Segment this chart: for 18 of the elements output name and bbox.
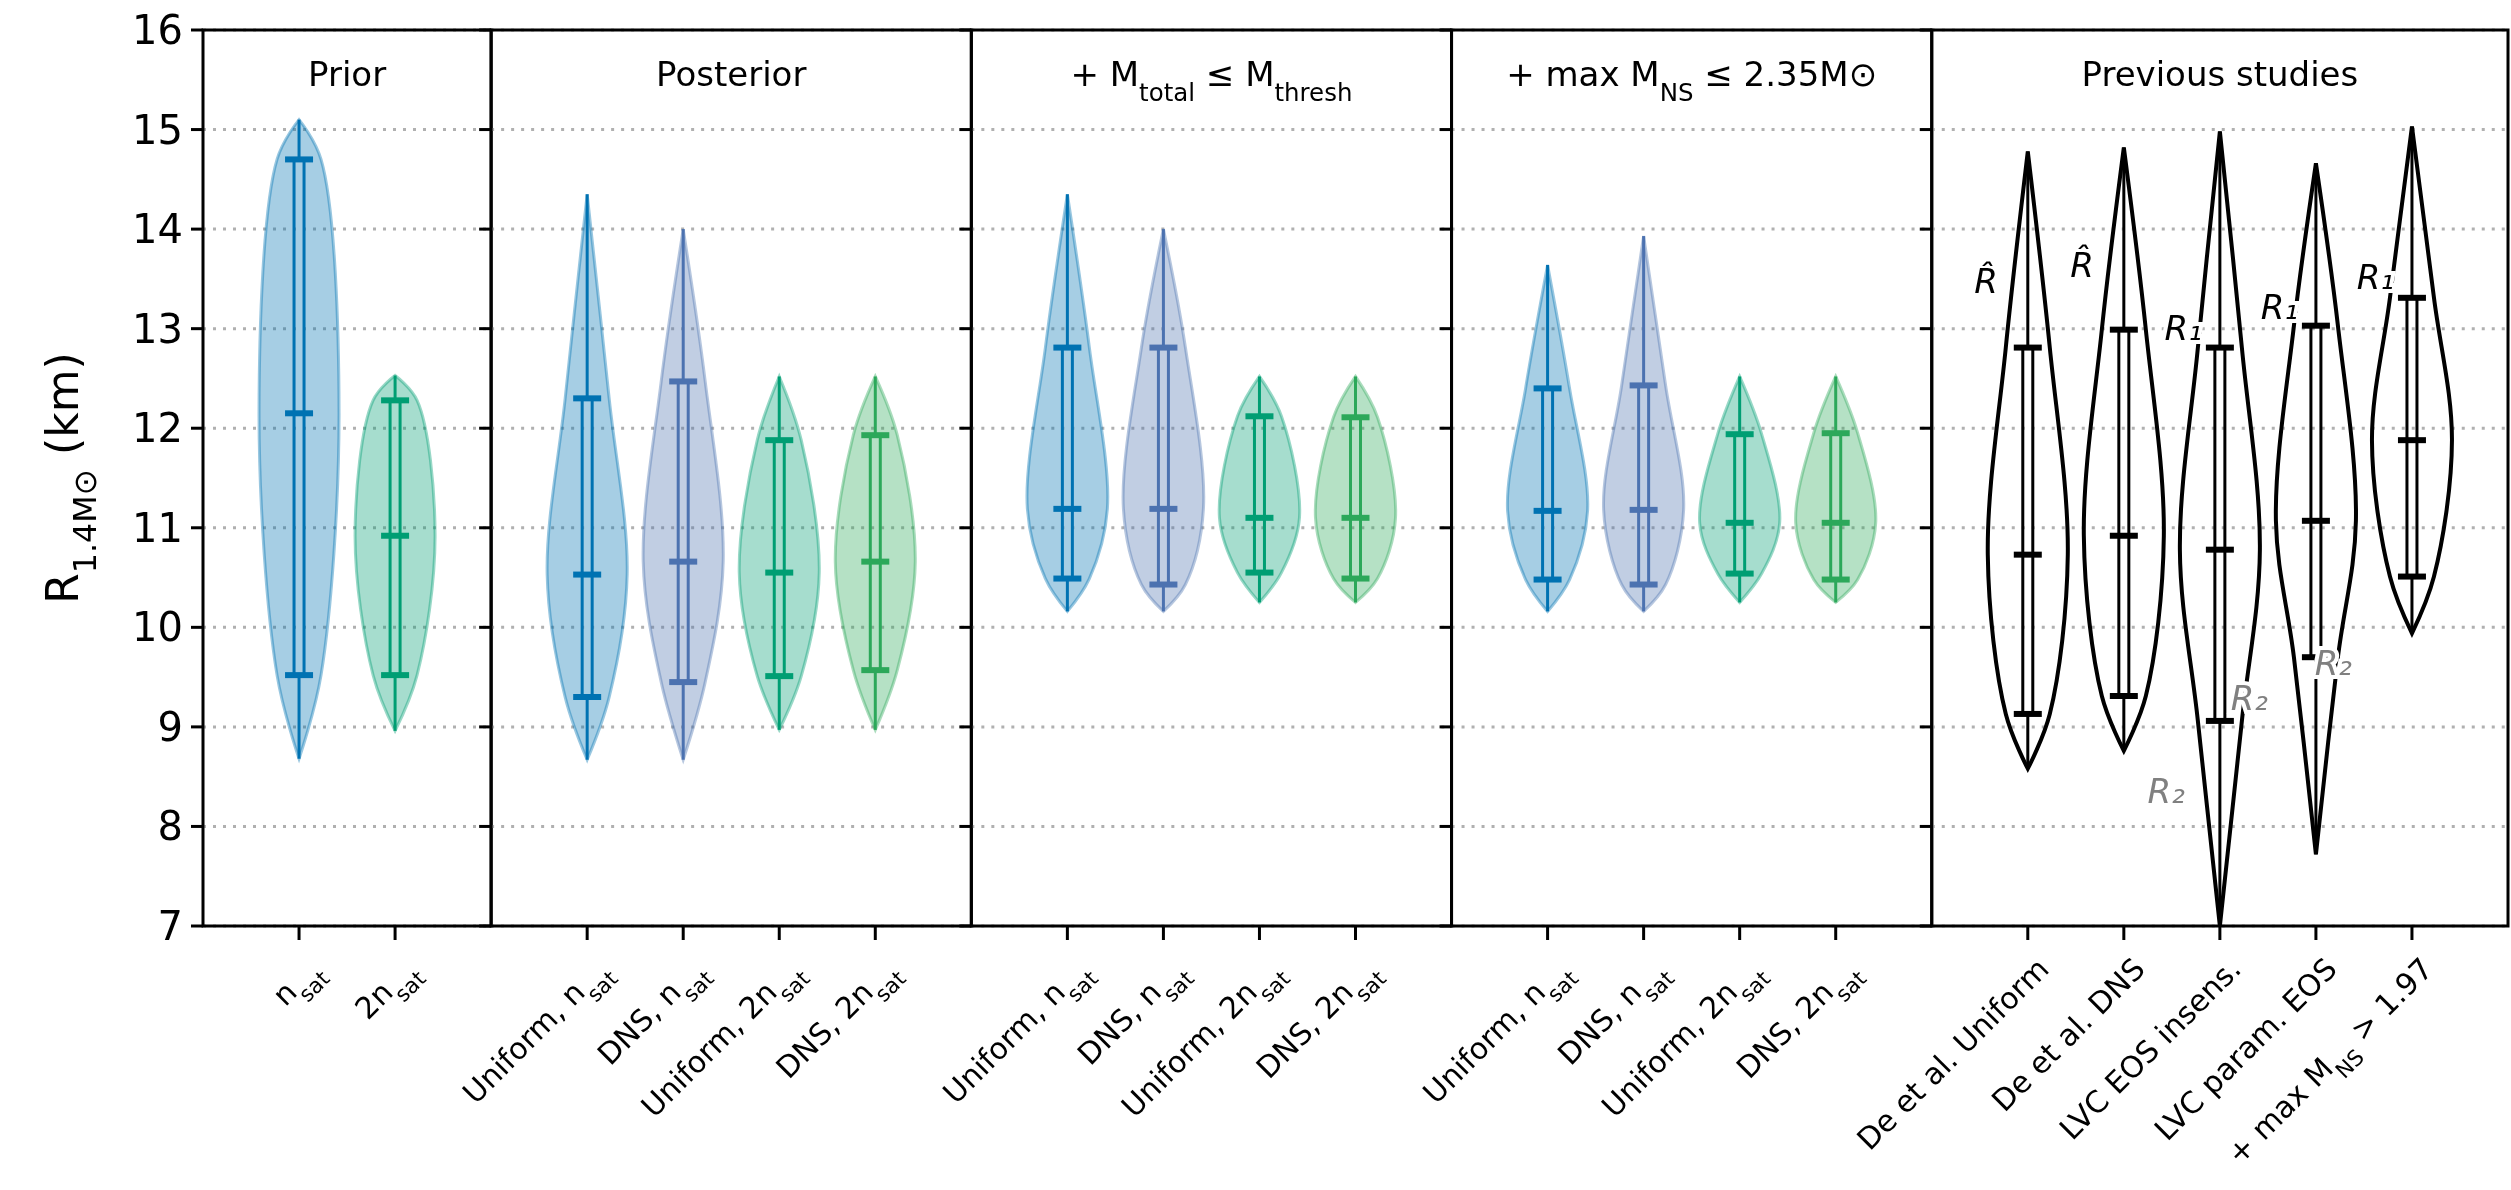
text: Posterior — [656, 54, 807, 94]
annotation: R̂ — [2070, 244, 2094, 285]
text: + max M$_{NS}$ ≤ 2.35M⊙ — [1506, 54, 1878, 107]
y-tick-label: 11 — [132, 504, 183, 551]
y-tick-label: 15 — [132, 106, 183, 153]
text: Prior — [308, 54, 387, 94]
y-tick-label: 16 — [132, 7, 183, 53]
annotation: R₂ — [2147, 770, 2186, 811]
y-tick-label: 9 — [157, 703, 183, 750]
text: Previous studies — [2081, 54, 2359, 94]
y-tick-label: 7 — [157, 903, 183, 949]
y-tick-label: 13 — [132, 305, 183, 352]
annotation: R̂ — [1974, 260, 1998, 301]
y-tick-label: 8 — [157, 803, 183, 850]
y-tick-label: 12 — [132, 405, 183, 452]
text: + M$_{total}$ ≤ M$_{thresh}$ — [1070, 54, 1353, 107]
y-tick-label: 14 — [132, 206, 183, 253]
y-tick-label: 10 — [132, 604, 183, 651]
